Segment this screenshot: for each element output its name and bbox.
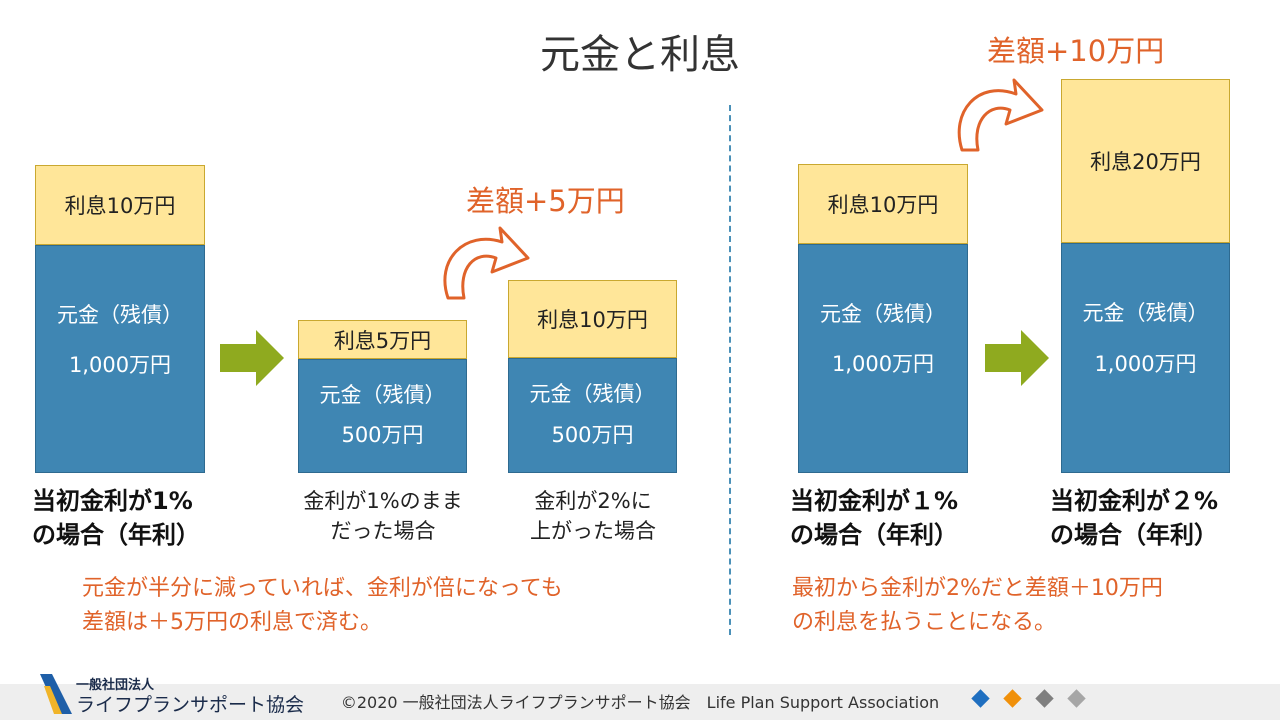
right-arrow-icon — [985, 330, 1049, 386]
caption-line: 当初金利が１% — [790, 487, 959, 515]
curved-arrow-icon — [957, 78, 1044, 152]
right-1pct-interest-block: 利息10万円 — [798, 164, 968, 244]
page-title: 元金と利息 — [540, 32, 740, 78]
diamond-icon — [1035, 689, 1054, 708]
note-line: 元金が半分に減っていれば、金利が倍になっても — [82, 576, 563, 601]
caption-line: 金利が1%のまま — [303, 489, 463, 513]
principal-label: 元金（残債） — [529, 381, 656, 406]
note-line: の利息を払うことになる。 — [792, 610, 1057, 635]
principal-amount: 1,000万円 — [831, 352, 935, 377]
left-2pct-principal-block: 元金（残債） 500万円 — [508, 358, 677, 473]
right-2pct-interest-block: 利息20万円 — [1061, 79, 1230, 243]
right-note: 最初から金利が2%だと差額＋10万円 の利息を払うことになる。 — [792, 572, 1163, 640]
principal-amount: 1,000万円 — [68, 352, 172, 377]
principal-label: 元金（残債） — [820, 302, 946, 327]
left-2pct-caption: 金利が2%に 上がった場合 — [493, 486, 693, 546]
principal-label: 元金（残債） — [57, 302, 183, 327]
footer-bar — [0, 684, 1280, 720]
left-initial-caption: 当初金利が1% の場合（年利） — [32, 484, 200, 552]
right-diff-label: 差額+10万円 — [987, 34, 1165, 68]
principal-amount: 500万円 — [341, 422, 424, 447]
left-diff-label: 差額+5万円 — [466, 184, 625, 218]
left-initial-interest-block: 利息10万円 — [35, 165, 205, 245]
caption-line: 当初金利が２% — [1050, 487, 1219, 515]
caption-line: だった場合 — [330, 519, 436, 543]
diamond-icon — [1003, 689, 1022, 708]
note-line: 最初から金利が2%だと差額＋10万円 — [792, 576, 1163, 601]
right-2pct-caption: 当初金利が２% の場合（年利） — [1050, 484, 1218, 552]
principal-label: 元金（残債） — [1082, 301, 1209, 326]
logo-org-name: ライフプランサポート協会 — [76, 694, 305, 716]
principal-amount: 1,000万円 — [1094, 351, 1197, 376]
left-1pct-interest-block: 利息5万円 — [298, 320, 467, 359]
decorative-diamonds — [971, 689, 1086, 708]
principal-label: 元金（残債） — [319, 382, 446, 407]
left-1pct-caption: 金利が1%のまま だった場合 — [283, 486, 483, 546]
caption-line: の場合（年利） — [1050, 521, 1218, 549]
curved-arrow-icon — [443, 226, 530, 300]
left-2pct-interest-block: 利息10万円 — [508, 280, 677, 358]
logo-icon — [40, 674, 72, 714]
diamond-icon — [971, 689, 990, 708]
panel-divider — [729, 105, 731, 635]
right-1pct-principal-block: 元金（残債） 1,000万円 — [798, 244, 968, 473]
right-1pct-caption: 当初金利が１% の場合（年利） — [790, 484, 958, 552]
caption-line: 当初金利が1% — [32, 487, 193, 515]
principal-amount: 500万円 — [551, 422, 634, 447]
caption-line: の場合（年利） — [790, 521, 958, 549]
caption-line: 上がった場合 — [530, 519, 656, 543]
left-note: 元金が半分に減っていれば、金利が倍になっても 差額は＋5万円の利息で済む。 — [82, 572, 563, 640]
logo-org-type: 一般社団法人 — [76, 678, 155, 693]
right-arrow-icon — [220, 330, 284, 386]
note-line: 差額は＋5万円の利息で済む。 — [82, 610, 382, 635]
caption-line: の場合（年利） — [32, 521, 200, 549]
right-2pct-principal-block: 元金（残債） 1,000万円 — [1061, 243, 1230, 473]
diamond-icon — [1067, 689, 1086, 708]
copyright-text: ©2020 一般社団法人ライフプランサポート協会 Life Plan Suppo… — [340, 693, 940, 712]
caption-line: 金利が2%に — [534, 489, 652, 513]
left-initial-principal-block: 元金（残債） 1,000万円 — [35, 245, 205, 473]
left-1pct-principal-block: 元金（残債） 500万円 — [298, 359, 467, 473]
